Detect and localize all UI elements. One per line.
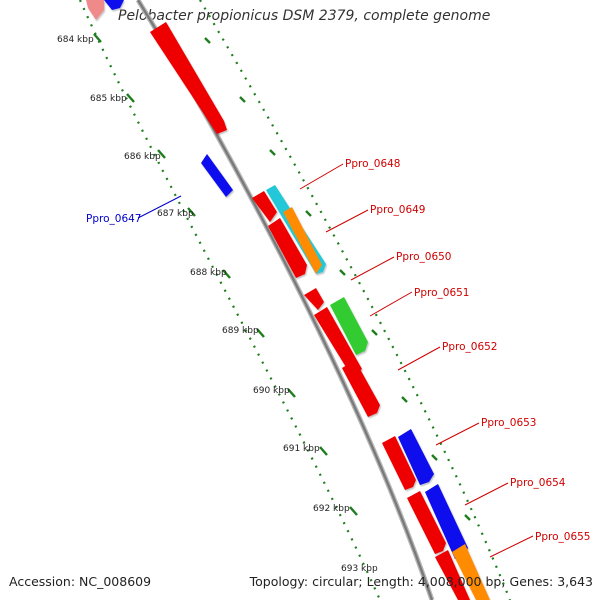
gene-ppro-0653[interactable] <box>398 429 434 485</box>
label-ppro-0652[interactable]: Ppro_0652 <box>442 341 497 353</box>
label-ppro-0647[interactable]: Ppro_0647 <box>86 213 141 225</box>
inner-ruler-ticks <box>93 33 358 516</box>
callout-line-0648 <box>299 163 344 190</box>
label-ppro-0650[interactable]: Ppro_0650 <box>396 251 451 263</box>
genome-summary-text: Topology: circular; Length: 4,008,000 bp… <box>249 574 593 589</box>
label-ppro-0654[interactable]: Ppro_0654 <box>510 477 566 489</box>
tick-label-686: 686 kbp <box>124 152 161 162</box>
outer-ruler-track <box>199 0 512 600</box>
callout-line-0655 <box>489 535 534 558</box>
genome-title: Pelobacter propionicus DSM 2379, complet… <box>118 8 491 24</box>
gene-ppro-0650[interactable] <box>304 288 324 310</box>
tick-label-692: 692 kbp <box>313 504 350 514</box>
gene-reverse-top-pink[interactable] <box>86 0 104 20</box>
gene-ppro-0655[interactable] <box>452 544 490 600</box>
label-ppro-0649[interactable]: Ppro_0649 <box>370 204 425 216</box>
gene-forward-red-a[interactable] <box>252 191 277 222</box>
gene-reverse-top-blue[interactable] <box>104 0 124 10</box>
tick-label-685: 685 kbp <box>90 94 127 104</box>
callout-line-0653 <box>435 422 480 446</box>
ruler-labels: 684 kbp 685 kbp 686 kbp 687 kbp 688 kbp … <box>57 35 378 574</box>
tick-label-688: 688 kbp <box>190 268 227 278</box>
callout-lines <box>137 163 534 558</box>
tick-label-691: 691 kbp <box>283 444 320 454</box>
gene-labels: Ppro_0647 Ppro_0648 Ppro_0649 Ppro_0650 … <box>86 158 590 543</box>
callout-line-0652 <box>397 346 441 371</box>
gene-ppro-0651[interactable] <box>330 297 368 355</box>
callout-line-0650 <box>350 256 395 281</box>
gene-forward-red-f[interactable] <box>435 550 470 600</box>
gene-forward-top-red[interactable] <box>150 22 227 134</box>
label-ppro-0648[interactable]: Ppro_0648 <box>345 158 400 170</box>
label-ppro-0653[interactable]: Ppro_0653 <box>481 417 536 429</box>
accession-text: Accession: NC_008609 <box>9 574 152 589</box>
tick-label-690: 690 kbp <box>253 386 290 396</box>
gene-forward-red-b[interactable] <box>268 218 307 278</box>
reverse-strand-genes <box>86 0 233 197</box>
genome-backbone <box>135 0 435 600</box>
callout-line-0649 <box>325 209 369 233</box>
gene-ppro-0652[interactable] <box>314 307 362 377</box>
tick-label-687: 687 kbp <box>157 209 194 219</box>
forward-strand-genes <box>150 22 490 600</box>
gene-forward-red-e[interactable] <box>407 491 446 554</box>
gene-ppro-0654[interactable] <box>425 484 468 559</box>
outer-ruler-ticks <box>204 37 471 521</box>
label-ppro-0655[interactable]: Ppro_0655 <box>535 531 590 543</box>
callout-line-0654 <box>464 482 509 506</box>
label-ppro-0651[interactable]: Ppro_0651 <box>414 287 469 299</box>
gene-ppro-0649[interactable] <box>283 207 322 274</box>
gene-forward-red-c[interactable] <box>342 360 380 417</box>
tick-label-689: 689 kbp <box>222 326 259 336</box>
gene-forward-red-d[interactable] <box>382 436 416 490</box>
gene-ppro-0647[interactable] <box>201 154 233 197</box>
callout-line-0647 <box>137 195 182 219</box>
tick-label-693: 693 kbp <box>341 564 378 574</box>
callout-line-0651 <box>369 291 413 317</box>
tick-label-684: 684 kbp <box>57 35 94 45</box>
